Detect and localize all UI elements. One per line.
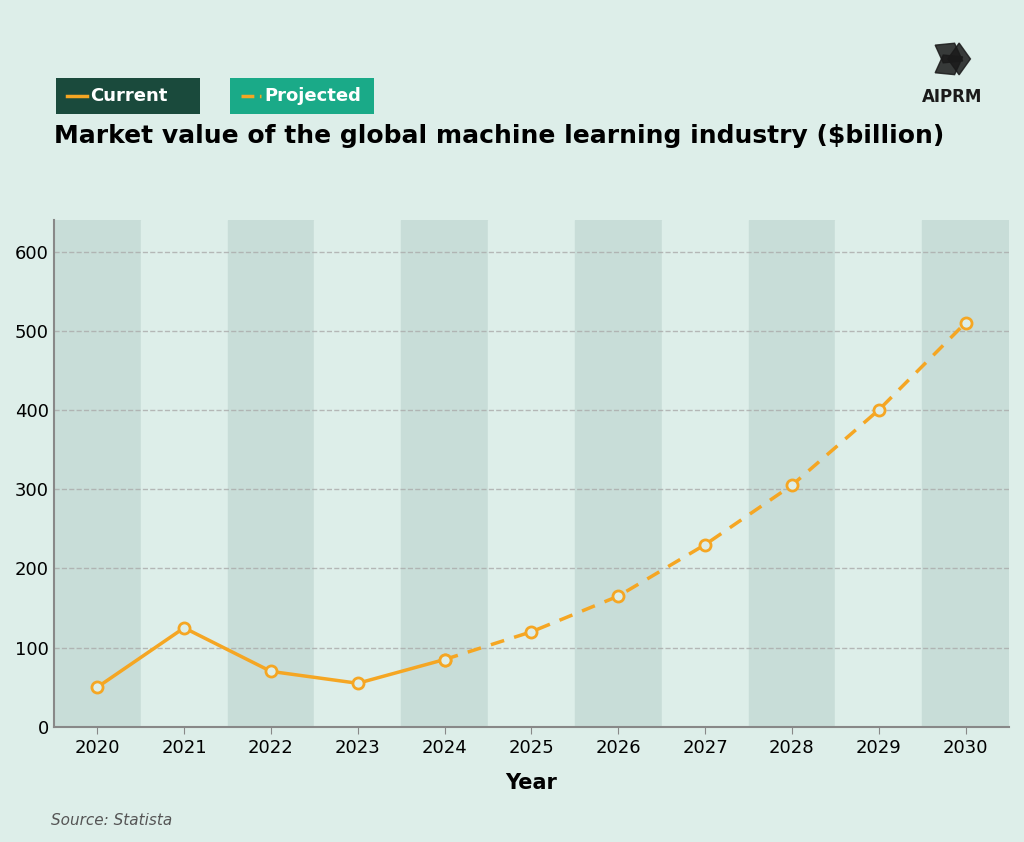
Bar xyxy=(836,220,923,727)
Text: Projected: Projected xyxy=(264,87,361,105)
Polygon shape xyxy=(948,43,971,75)
Bar xyxy=(923,220,1009,727)
Bar xyxy=(488,220,574,727)
Bar xyxy=(227,220,314,727)
X-axis label: Year: Year xyxy=(506,773,557,793)
Bar xyxy=(140,220,227,727)
Polygon shape xyxy=(935,55,963,75)
Text: Current: Current xyxy=(90,87,168,105)
Text: Source: Statista: Source: Statista xyxy=(51,813,172,829)
Bar xyxy=(401,220,488,727)
Bar xyxy=(314,220,401,727)
FancyBboxPatch shape xyxy=(56,78,200,114)
Text: AIPRM: AIPRM xyxy=(923,88,982,106)
Bar xyxy=(749,220,836,727)
Bar xyxy=(662,220,749,727)
Polygon shape xyxy=(935,43,963,63)
Text: Market value of the global machine learning industry ($billion): Market value of the global machine learn… xyxy=(54,125,944,148)
Bar xyxy=(574,220,662,727)
Bar xyxy=(54,220,140,727)
FancyBboxPatch shape xyxy=(230,78,374,114)
